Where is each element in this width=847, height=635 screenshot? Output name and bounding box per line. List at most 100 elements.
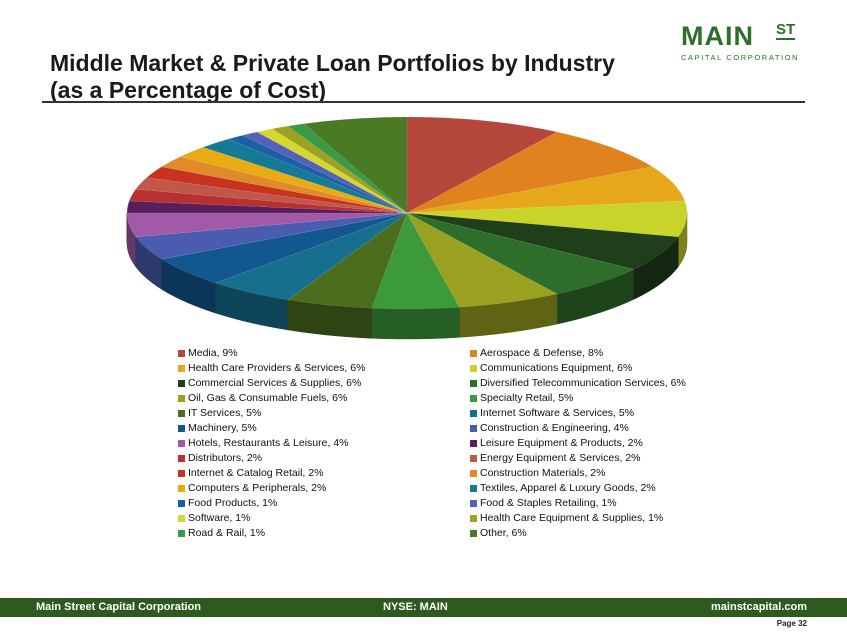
legend-label: Internet Software & Services, 5% bbox=[480, 407, 635, 419]
legend-item-health-care-providers-services: Health Care Providers & Services, 6% bbox=[178, 361, 470, 375]
pie-slice-media bbox=[406, 116, 558, 214]
legend-swatch bbox=[470, 379, 477, 387]
pie-slice-machinery bbox=[161, 212, 408, 284]
legend-swatch bbox=[470, 454, 477, 462]
legend-label: Health Care Equipment & Supplies, 1% bbox=[480, 512, 664, 524]
legend-swatch bbox=[178, 514, 185, 522]
legend-label: Communications Equipment, 6% bbox=[480, 362, 633, 374]
legend-label: Textiles, Apparel & Luxury Goods, 2% bbox=[480, 482, 656, 494]
legend-item-hotels-restaurants-leisure: Hotels, Restaurants & Leisure, 4% bbox=[178, 436, 470, 450]
pie-slice-hotels-restaurants-leisure bbox=[126, 212, 408, 238]
legend-item-internet-software-services: Internet Software & Services, 5% bbox=[470, 406, 718, 420]
legend-swatch bbox=[178, 409, 185, 417]
pie-slice-computers-peripherals bbox=[179, 147, 408, 214]
legend-item-food-products: Food Products, 1% bbox=[178, 496, 470, 510]
legend-swatch bbox=[178, 454, 185, 462]
legend-swatch bbox=[470, 499, 477, 507]
pie-side-hotels-restaurants-leisure bbox=[126, 212, 137, 268]
legend-swatch bbox=[178, 394, 185, 402]
legend-swatch bbox=[178, 439, 185, 447]
logo-main-text: MAIN bbox=[681, 21, 754, 51]
pie-slice-aerospace-defense bbox=[406, 131, 653, 214]
legend-label: Media, 9% bbox=[188, 347, 238, 359]
pie-slice-internet-catalog-retail bbox=[146, 166, 408, 214]
legend-item-specialty-retail: Specialty Retail, 5% bbox=[470, 391, 718, 405]
pie-slice-food-products bbox=[227, 135, 408, 214]
legend-swatch bbox=[178, 484, 185, 492]
legend-item-internet-catalog-retail: Internet & Catalog Retail, 2% bbox=[178, 466, 470, 480]
legend-swatch bbox=[178, 529, 185, 537]
legend-item-diversified-telecommunication-services: Diversified Telecommunication Services, … bbox=[470, 376, 718, 390]
legend-label: Other, 6% bbox=[480, 527, 527, 539]
pie-slice-oil-gas-consumable-fuels bbox=[406, 212, 558, 308]
legend-label: Diversified Telecommunication Services, … bbox=[480, 377, 686, 389]
legend-swatch bbox=[470, 529, 477, 537]
legend-label: Health Care Providers & Services, 6% bbox=[188, 362, 366, 374]
legend-swatch bbox=[178, 349, 185, 357]
legend-item-software: Software, 1% bbox=[178, 511, 470, 525]
pie-slice-health-care-equipment-supplies bbox=[271, 125, 408, 214]
legend-label: Leisure Equipment & Products, 2% bbox=[480, 437, 643, 449]
pie-slice-textiles-apparel-luxury-goods bbox=[202, 138, 408, 214]
legend-label: Machinery, 5% bbox=[188, 422, 257, 434]
legend-swatch bbox=[178, 469, 185, 477]
legend-label: Road & Rail, 1% bbox=[188, 527, 266, 539]
legend-item-distributors: Distributors, 2% bbox=[178, 451, 470, 465]
chart-legend: Media, 9% Aerospace & Defense, 8% Health C… bbox=[178, 346, 718, 540]
legend-swatch bbox=[470, 484, 477, 492]
pie-slice-communications-equipment bbox=[406, 200, 688, 238]
legend-label: Food Products, 1% bbox=[188, 497, 278, 509]
pie-slice-internet-software-services bbox=[214, 212, 408, 301]
pie-slice-energy-equipment-services bbox=[135, 177, 408, 214]
title-line-2: (as a Percentage of Cost) bbox=[50, 77, 327, 103]
legend-item-aerospace-defense: Aerospace & Defense, 8% bbox=[470, 346, 718, 360]
legend-label: Specialty Retail, 5% bbox=[480, 392, 574, 404]
legend-item-textiles-apparel-luxury-goods: Textiles, Apparel & Luxury Goods, 2% bbox=[470, 481, 718, 495]
legend-swatch bbox=[178, 424, 185, 432]
legend-item-energy-equipment-services: Energy Equipment & Services, 2% bbox=[470, 451, 718, 465]
legend-label: Distributors, 2% bbox=[188, 452, 263, 464]
legend-swatch bbox=[470, 424, 477, 432]
legend-swatch bbox=[178, 364, 185, 372]
legend-label: Internet & Catalog Retail, 2% bbox=[188, 467, 324, 479]
legend-swatch bbox=[470, 469, 477, 477]
legend-label: Software, 1% bbox=[188, 512, 251, 524]
legend-item-oil-gas-consumable-fuels: Oil, Gas & Consumable Fuels, 6% bbox=[178, 391, 470, 405]
footer-website[interactable]: mainstcapital.com bbox=[711, 601, 807, 613]
pie-slice-other bbox=[303, 116, 408, 214]
pie-slice-health-care-providers-services bbox=[406, 166, 686, 214]
legend-label: Construction & Engineering, 4% bbox=[480, 422, 629, 434]
footer-ticker: NYSE: MAIN bbox=[383, 601, 448, 613]
legend-label: IT Services, 5% bbox=[188, 407, 262, 419]
legend-label: Food & Staples Retailing, 1% bbox=[480, 497, 617, 509]
legend-swatch bbox=[178, 499, 185, 507]
legend-label: Hotels, Restaurants & Leisure, 4% bbox=[188, 437, 349, 449]
legend-label: Commercial Services & Supplies, 6% bbox=[188, 377, 362, 389]
pie-slice-leisure-equipment-products bbox=[126, 200, 408, 214]
page-title: Middle Market & Private Loan Portfolios … bbox=[50, 50, 650, 104]
legend-item-other: Other, 6% bbox=[470, 526, 718, 540]
legend-swatch bbox=[470, 394, 477, 402]
pie-slice-commercial-services-supplies bbox=[406, 212, 679, 270]
legend-label: Oil, Gas & Consumable Fuels, 6% bbox=[188, 392, 348, 404]
legend-label: Construction Materials, 2% bbox=[480, 467, 606, 479]
legend-item-construction-materials: Construction Materials, 2% bbox=[470, 466, 718, 480]
legend-swatch bbox=[470, 409, 477, 417]
legend-swatch bbox=[470, 514, 477, 522]
legend-swatch bbox=[470, 349, 477, 357]
pie-slice-software bbox=[256, 128, 408, 214]
legend-item-computers-peripherals: Computers & Peripherals, 2% bbox=[178, 481, 470, 495]
pie-slice-road-rail bbox=[287, 123, 408, 214]
pie-slice-specialty-retail bbox=[371, 212, 460, 310]
legend-swatch bbox=[178, 379, 185, 387]
legend-item-health-care-equipment-supplies: Health Care Equipment & Supplies, 1% bbox=[470, 511, 718, 525]
legend-item-leisure-equipment-products: Leisure Equipment & Products, 2% bbox=[470, 436, 718, 450]
pie-side-specialty-retail bbox=[371, 307, 460, 340]
legend-item-construction-engineering: Construction & Engineering, 4% bbox=[470, 421, 718, 435]
legend-label: Energy Equipment & Services, 2% bbox=[480, 452, 641, 464]
logo-superscript: ST bbox=[776, 21, 796, 40]
company-logo: MAIN ST CAPITAL CORPORATION bbox=[677, 22, 807, 64]
logo-subtitle: CAPITAL CORPORATION bbox=[681, 53, 800, 62]
footer-bar: Main Street Capital Corporation NYSE: MA… bbox=[0, 598, 847, 617]
